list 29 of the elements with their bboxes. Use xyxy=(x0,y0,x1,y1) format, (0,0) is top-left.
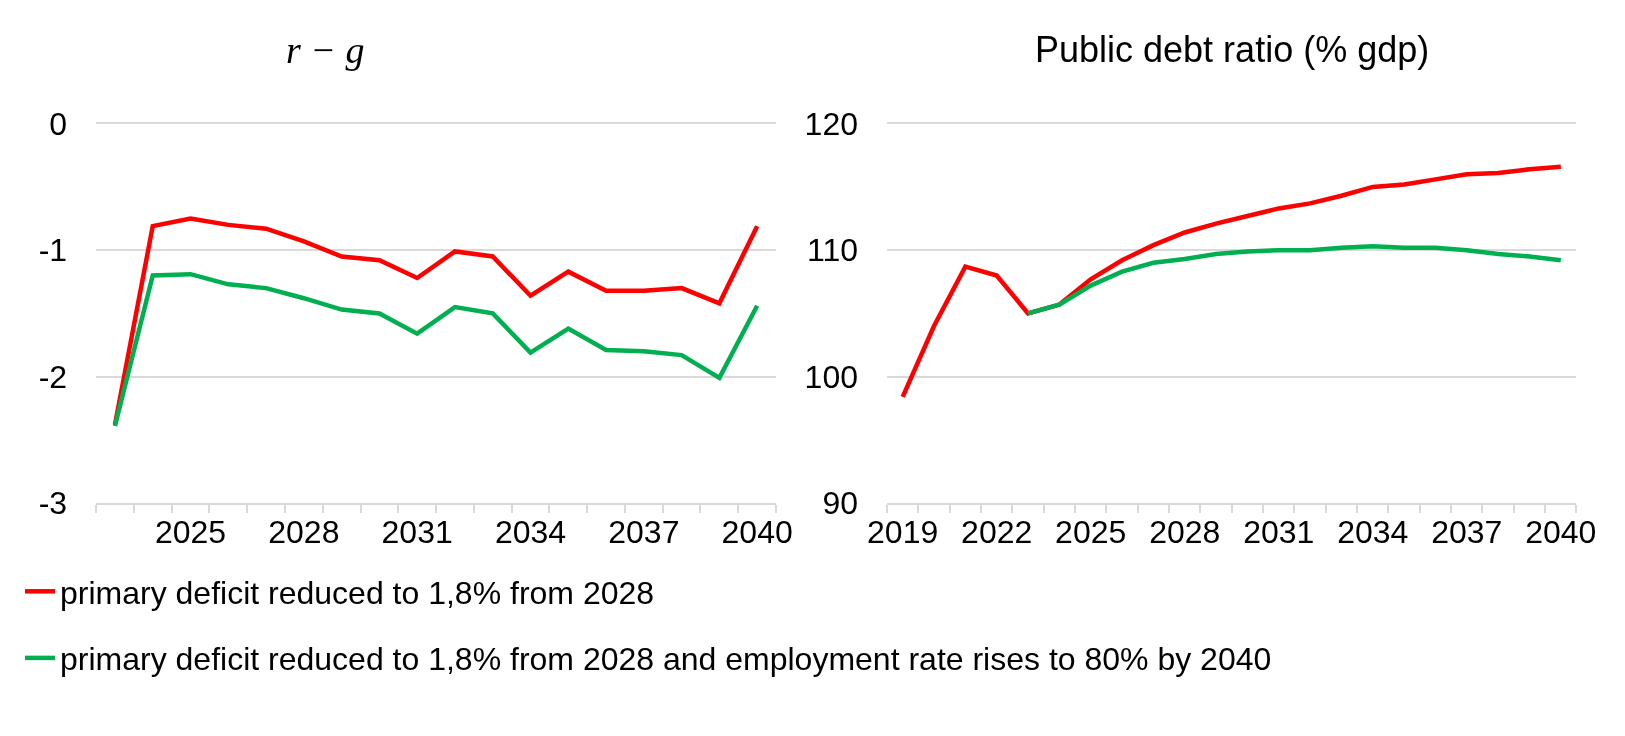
chart-title: Public debt ratio (% gdp) xyxy=(1035,29,1430,70)
x-tick-label: 2028 xyxy=(268,514,340,551)
x-tick-label: 2040 xyxy=(1525,514,1597,551)
x-tick-label: 2025 xyxy=(1055,514,1127,551)
y-tick-label: 90 xyxy=(822,485,858,522)
x-tick-label: 2037 xyxy=(608,514,680,551)
x-tick-label: 2034 xyxy=(494,514,567,551)
x-tick-label: 2028 xyxy=(1149,514,1221,551)
x-tick-label: 2022 xyxy=(961,514,1033,551)
x-tick-label: 2031 xyxy=(381,514,453,551)
x-tick-label: 2019 xyxy=(867,514,939,551)
legend-label: primary deficit reduced to 1,8% from 2028 xyxy=(60,574,655,611)
x-tick-label: 2031 xyxy=(1243,514,1315,551)
x-tick-label: 2040 xyxy=(721,514,793,551)
line-series xyxy=(112,271,760,429)
y-tick-label: -2 xyxy=(38,358,68,395)
x-tick-label: 2034 xyxy=(1337,514,1409,551)
legend-label: primary deficit reduced to 1,8% from 2028 and employment rate rises to 80% by 2040 xyxy=(60,641,1272,678)
x-tick-label: 2025 xyxy=(154,514,227,551)
y-tick-label: 110 xyxy=(806,232,858,269)
chart-title: r − g xyxy=(286,29,365,71)
line-series xyxy=(900,164,1564,400)
y-tick-label: 120 xyxy=(804,105,858,142)
y-tick-label: -3 xyxy=(38,485,68,522)
x-tick-label: 2037 xyxy=(1431,514,1503,551)
y-tick-label: 100 xyxy=(804,358,858,395)
y-tick-label: -1 xyxy=(38,232,68,269)
y-tick-label: 0 xyxy=(49,105,68,142)
line-series xyxy=(1025,244,1564,316)
